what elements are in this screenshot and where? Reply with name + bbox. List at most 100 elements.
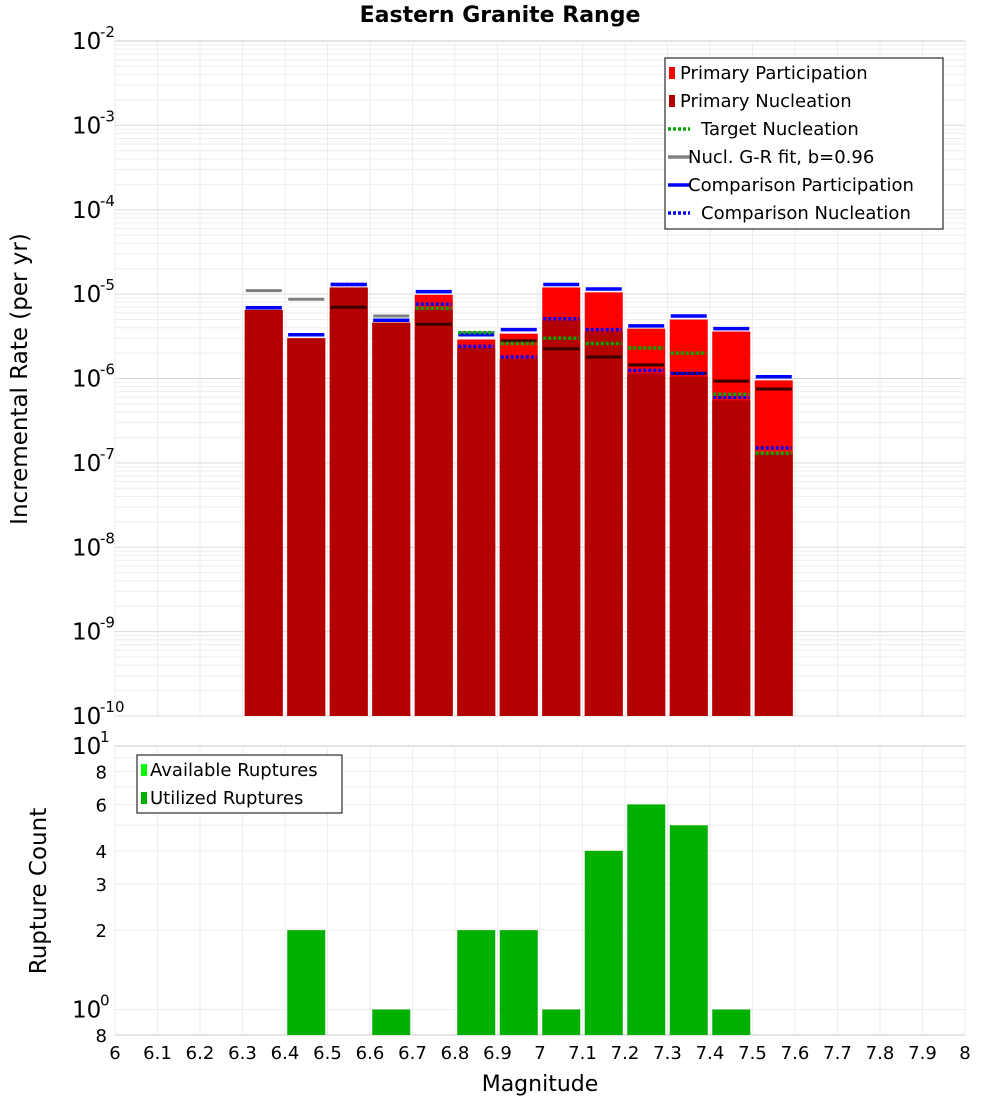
y-tick-label: 10-7 (72, 445, 115, 477)
x-tick-label: 7.3 (653, 1043, 682, 1064)
x-tick-label: 7 (534, 1043, 545, 1064)
x-tick-label: 6.4 (271, 1043, 300, 1064)
x-tick-label: 7.1 (568, 1043, 597, 1064)
y-tick-exponent: -8 (100, 529, 115, 547)
x-tick-label: 6.6 (356, 1043, 385, 1064)
y-tick-label: 2 (96, 921, 107, 942)
x-tick-label: 7.4 (696, 1043, 725, 1064)
y-tick-label: 10-10 (72, 698, 125, 730)
x-tick-label: 7.7 (823, 1043, 852, 1064)
nucleation-bar (754, 453, 793, 716)
x-tick-label: 7.8 (866, 1043, 895, 1064)
y-tick-label: 10-9 (72, 614, 115, 646)
rupture-bar (627, 804, 666, 1035)
rupture-bar (499, 930, 538, 1035)
bottom-bars (287, 804, 751, 1035)
x-ticks: 6 6.1 6.2 6.3 6.4 6.5 6.6 6.7 6.8 6.9 7 7.1 7.2 7.3 7.… (109, 1043, 970, 1064)
chart-title: Eastern Granite Range (360, 3, 641, 28)
legend-item: Primary Participation (669, 63, 868, 84)
y-tick-label: 10-8 (72, 529, 115, 561)
legend-label: Nucl. G-R fit, b=0.96 (688, 147, 874, 168)
y-tick-label: 3 (96, 875, 107, 896)
bottom-y-axis-label: Rupture Count (26, 808, 52, 974)
legend-item: Nucl. G-R fit, b=0.96 (668, 147, 874, 168)
legend-label: Utilized Ruptures (150, 788, 303, 809)
y-tick-base: 10 (72, 29, 101, 55)
legend-label: Comparison Participation (688, 175, 914, 196)
nucleation-bar (244, 309, 283, 716)
legend-item: Comparison Participation (668, 175, 914, 196)
x-tick-label: 7.5 (738, 1043, 767, 1064)
nucleation-bar (584, 331, 623, 716)
bottom-legend: Available Ruptures Utilized Ruptures (136, 754, 343, 814)
rupture-bar (372, 1009, 411, 1035)
y-tick-label: 10-6 (72, 361, 115, 393)
y-tick-base: 10 (72, 282, 101, 308)
top-y-axis-label: Incremental Rate (per yr) (7, 233, 33, 525)
y-tick-base: 10 (72, 113, 101, 139)
rupture-bar (584, 850, 623, 1035)
top-bars (244, 287, 793, 716)
nucleation-bar (372, 322, 411, 716)
legend-label: Comparison Nucleation (701, 203, 911, 224)
y-tick-exponent: -9 (100, 614, 115, 632)
legend-item: Utilized Ruptures (141, 788, 303, 809)
top-y-ticks: 10-210-310-410-510-610-710-810-910-10 (72, 23, 125, 730)
nucleation-bar (627, 373, 666, 716)
x-tick-label: 7.6 (781, 1043, 810, 1064)
x-tick-label: 7.2 (611, 1043, 640, 1064)
nucleation-bar (414, 309, 453, 716)
bottom-legend-box (136, 754, 343, 814)
legend-item: Comparison Nucleation (668, 203, 911, 224)
legend-swatch (141, 792, 147, 804)
y-tick-label: 10-4 (72, 192, 115, 224)
nucleation-bar (499, 359, 538, 716)
y-tick-exponent: -2 (100, 23, 115, 41)
y-tick-label: 10-2 (72, 23, 115, 55)
x-tick-label: 6.2 (186, 1043, 215, 1064)
legend-label: Primary Nucleation (680, 91, 852, 112)
rupture-bar (287, 930, 326, 1035)
y-tick-base: 10 (72, 451, 101, 477)
nucleation-bar (542, 320, 581, 716)
y-tick-exponent: -5 (100, 276, 115, 294)
y-tick-label: 101 (72, 728, 110, 760)
top-legend: Primary Participation Primary Nucleation T… (664, 57, 944, 230)
x-tick-label: 6.8 (441, 1043, 470, 1064)
rupture-bar (669, 825, 708, 1035)
y-tick-label: 6 (96, 795, 107, 816)
y-tick-base: 10 (72, 620, 101, 646)
y-tick-base: 10 (72, 704, 101, 730)
nucleation-bar (669, 376, 708, 716)
nucleation-bar (712, 400, 751, 716)
y-tick-label: 10-5 (72, 276, 115, 308)
y-tick-exponent: -4 (100, 192, 115, 210)
legend-swatch (669, 95, 675, 107)
x-tick-label: 6.1 (143, 1043, 172, 1064)
nucleation-bar (287, 338, 326, 716)
x-axis-label: Magnitude (482, 1072, 599, 1097)
top-lines (245, 282, 792, 456)
legend-label: Available Ruptures (150, 760, 318, 781)
y-tick-exponent: -7 (100, 445, 115, 463)
legend-item: Available Ruptures (141, 760, 318, 781)
x-tick-label: 6.9 (483, 1043, 512, 1064)
x-tick-label: 6 (109, 1043, 120, 1064)
x-tick-label: 7.9 (908, 1043, 937, 1064)
legend-item: Primary Nucleation (669, 91, 852, 112)
x-tick-label: 6.5 (313, 1043, 342, 1064)
y-tick-exponent: -3 (100, 107, 115, 125)
top-legend-box (664, 57, 944, 230)
y-tick-label: 8 (96, 1026, 107, 1047)
y-tick-base: 10 (72, 198, 101, 224)
x-tick-label: 8 (959, 1043, 970, 1064)
legend-swatch (141, 764, 147, 776)
rupture-bar (457, 930, 496, 1035)
nucleation-bar (329, 287, 368, 716)
y-tick-exponent: -10 (100, 698, 125, 716)
nucleation-bar (457, 347, 496, 716)
legend-swatch (669, 67, 675, 79)
y-tick-label: 8 (96, 763, 107, 784)
legend-label: Target Nucleation (700, 119, 859, 140)
